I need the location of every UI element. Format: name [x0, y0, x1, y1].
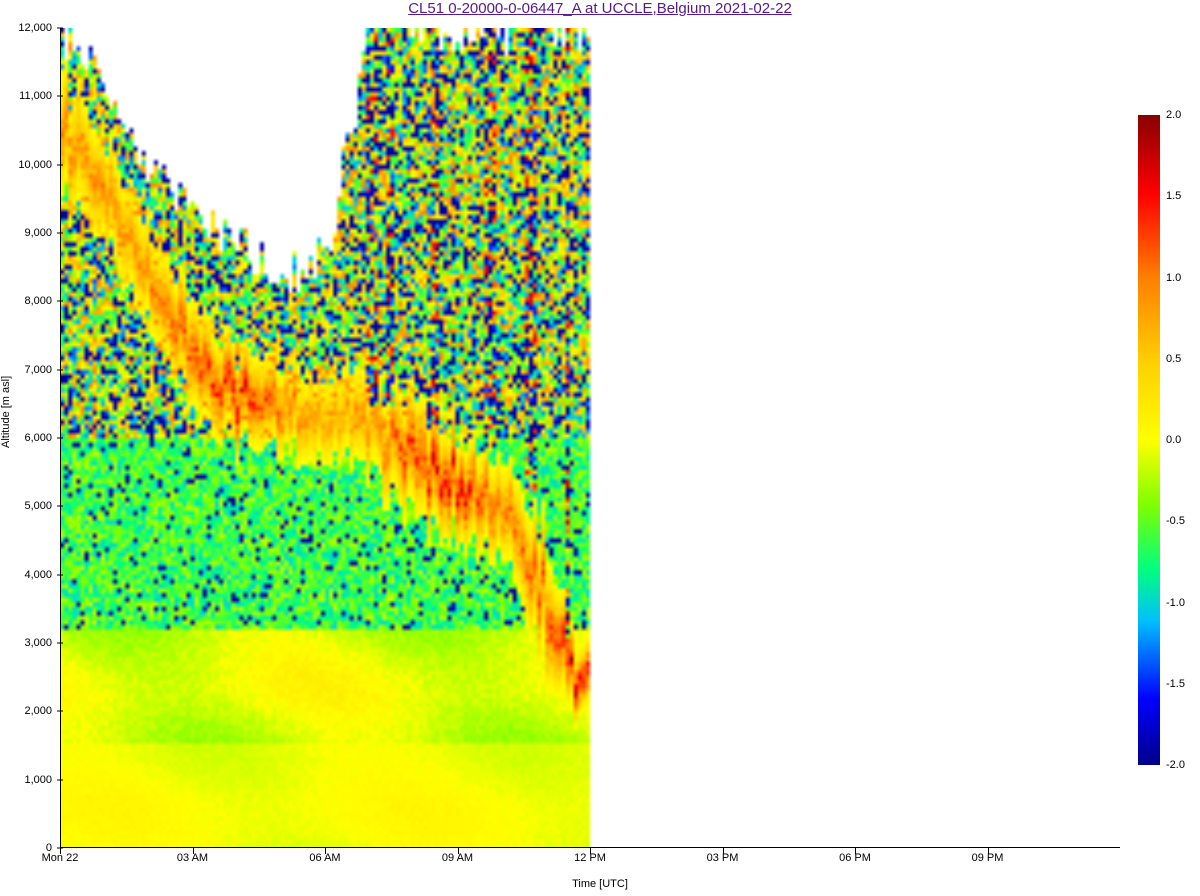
y-tick-mark [57, 301, 63, 302]
colorbar-tick-label: -2.0 [1166, 759, 1200, 771]
y-tick-label: 8,000 [24, 295, 60, 307]
x-tick-mark [988, 848, 989, 854]
y-tick-mark [57, 96, 63, 97]
y-tick-mark [57, 28, 63, 29]
x-tick-mark [458, 848, 459, 854]
y-tick-label: 4,000 [24, 569, 60, 581]
y-tick-label: 3,000 [24, 637, 60, 649]
y-tick-label: 9,000 [24, 227, 60, 239]
colorbar-tick-label: -0.5 [1166, 515, 1200, 527]
y-tick-label: 7,000 [24, 364, 60, 376]
x-tick-mark [855, 848, 856, 854]
colorbar-tick-label: -1.0 [1166, 597, 1200, 609]
y-axis-label: Altitude [m asl] [0, 376, 12, 448]
y-tick-mark [57, 506, 63, 507]
y-tick-mark [57, 779, 63, 780]
y-tick-label: 6,000 [24, 432, 60, 444]
y-tick-label: 12,000 [18, 22, 60, 34]
y-tick-mark [57, 438, 63, 439]
colorbar-tick-label: 0.0 [1166, 434, 1200, 446]
y-tick-label: 11,000 [19, 90, 60, 102]
y-tick-mark [57, 711, 63, 712]
colorbar-tick-label: 2.0 [1166, 109, 1200, 121]
colorbar [1138, 115, 1160, 765]
y-tick-label: 1,000 [24, 774, 60, 786]
y-tick-label: 2,000 [24, 705, 60, 717]
y-tick-mark [57, 369, 63, 370]
y-tick-mark [57, 164, 63, 165]
chart-title: CL51 0-20000-0-06447_A at UCCLE,Belgium … [0, 0, 1200, 17]
y-tick-mark [57, 233, 63, 234]
x-tick-mark [325, 848, 326, 854]
y-tick-mark [57, 643, 63, 644]
x-tick-mark [590, 848, 591, 854]
y-tick-label: 5,000 [24, 500, 60, 512]
colorbar-tick-label: 1.0 [1166, 272, 1200, 284]
y-tick-mark [57, 574, 63, 575]
x-tick-mark [60, 848, 61, 854]
colorbar-tick-label: 0.5 [1166, 353, 1200, 365]
x-tick-mark [193, 848, 194, 854]
x-axis-label: Time [UTC] [572, 878, 628, 890]
x-tick-mark [723, 848, 724, 854]
colorbar-tick-label: 1.5 [1166, 190, 1200, 202]
y-tick-label: 10,000 [18, 159, 60, 171]
plot-frame [60, 28, 1120, 848]
colorbar-tick-label: -1.5 [1166, 678, 1200, 690]
